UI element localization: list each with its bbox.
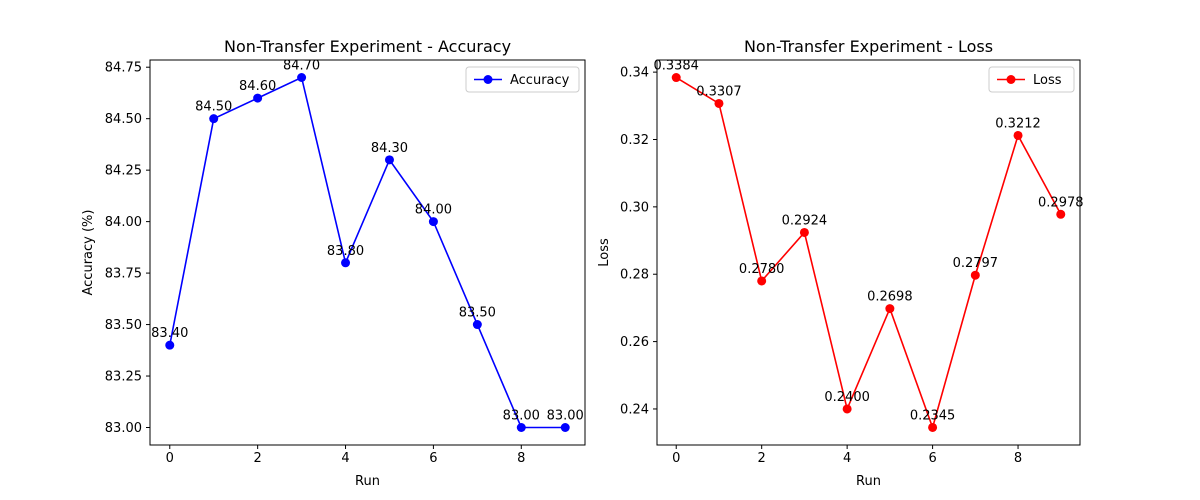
y-tick-label: 0.34 — [620, 66, 649, 81]
x-tick-label: 2 — [254, 451, 262, 466]
y-tick-label: 0.30 — [620, 200, 649, 215]
x-tick-label: 2 — [758, 451, 766, 466]
plot-frame — [656, 59, 1081, 446]
data-point — [799, 227, 809, 237]
chart-title: Non-Transfer Experiment - Loss — [744, 37, 993, 56]
data-point — [885, 304, 895, 314]
plot-frame — [149, 59, 586, 446]
data-label: 84.60 — [239, 79, 276, 94]
y-tick-label: 83.25 — [105, 370, 142, 385]
data-point — [1056, 209, 1066, 219]
series-line-accuracy — [168, 76, 566, 429]
x-tick-label: 0 — [672, 451, 680, 466]
x-tick-label: 4 — [341, 451, 349, 466]
data-label: 0.2924 — [782, 213, 828, 228]
y-tick-label: 83.75 — [105, 267, 142, 282]
data-point — [428, 217, 438, 227]
y-tick-label: 83.50 — [105, 318, 142, 333]
data-point — [341, 258, 351, 268]
y-tick-label: 83.00 — [105, 421, 142, 436]
data-point — [253, 93, 263, 103]
legend-marker — [1006, 75, 1016, 84]
y-tick-label: 0.32 — [620, 133, 649, 148]
x-tick-label: 4 — [843, 451, 851, 466]
legend-label: Loss — [1033, 73, 1062, 88]
y-axis-label: Accuracy (%) — [81, 210, 96, 296]
data-label: 84.00 — [415, 203, 452, 218]
y-tick-label: 84.75 — [105, 61, 142, 76]
legend-label: Accuracy — [510, 73, 570, 88]
data-label: 0.3307 — [696, 84, 742, 99]
data-label: 0.2345 — [910, 408, 956, 423]
data-label: 84.50 — [195, 100, 232, 115]
data-label: 0.2978 — [1038, 195, 1084, 210]
data-label: 83.00 — [503, 409, 540, 424]
legend — [465, 66, 580, 93]
data-label: 83.00 — [547, 409, 584, 424]
y-tick-label: 0.26 — [620, 335, 649, 350]
y-tick-label: 0.28 — [620, 268, 649, 283]
data-label: 83.40 — [151, 326, 188, 341]
x-tick-label: 0 — [166, 451, 174, 466]
data-label: 83.80 — [327, 244, 364, 259]
data-label: 0.2400 — [824, 390, 870, 405]
legend — [988, 66, 1075, 93]
data-point — [1013, 130, 1023, 140]
data-point — [757, 276, 767, 286]
data-point — [970, 270, 980, 280]
data-point — [714, 98, 724, 108]
x-tick-label: 6 — [429, 451, 437, 466]
data-point — [928, 422, 938, 432]
x-axis-label: Run — [355, 474, 380, 489]
data-point — [842, 404, 852, 414]
data-label: 84.30 — [371, 141, 408, 156]
data-point — [297, 73, 307, 82]
data-label: 0.2797 — [953, 256, 999, 271]
data-point — [671, 73, 681, 83]
chart-title: Non-Transfer Experiment - Accuracy — [224, 37, 511, 56]
data-label: 0.2780 — [739, 262, 785, 277]
data-label: 84.70 — [283, 59, 320, 74]
data-point — [516, 423, 526, 432]
y-tick-label: 84.50 — [105, 112, 142, 127]
y-axis-label: Loss — [597, 238, 612, 267]
data-point — [209, 114, 219, 124]
data-label: 0.2698 — [867, 290, 913, 305]
x-tick-label: 8 — [517, 451, 525, 466]
data-label: 0.3212 — [995, 116, 1041, 131]
data-point — [165, 340, 175, 350]
y-tick-label: 84.25 — [105, 164, 142, 179]
legend-marker — [483, 75, 493, 84]
chart-panel-2: 0 2 4 6 8 0.24 0.26 0.28 0.30 0.32 0.34 Non-Transfe… — [597, 37, 1084, 489]
data-label: 0.3384 — [653, 59, 699, 74]
x-tick-label: 8 — [1014, 451, 1022, 466]
data-point — [560, 423, 570, 432]
series-line-loss — [675, 76, 1062, 431]
x-axis-label: Run — [856, 474, 881, 489]
data-point — [472, 320, 482, 330]
x-tick-label: 6 — [928, 451, 936, 466]
data-point — [384, 155, 394, 165]
y-tick-label: 84.00 — [105, 215, 142, 230]
chart-panel-1: 0 2 4 6 8 83.00 83.25 83.50 83.75 84.00 84.25 84.50… — [81, 37, 586, 489]
y-tick-label: 0.24 — [620, 402, 649, 417]
data-label: 83.50 — [459, 306, 496, 321]
